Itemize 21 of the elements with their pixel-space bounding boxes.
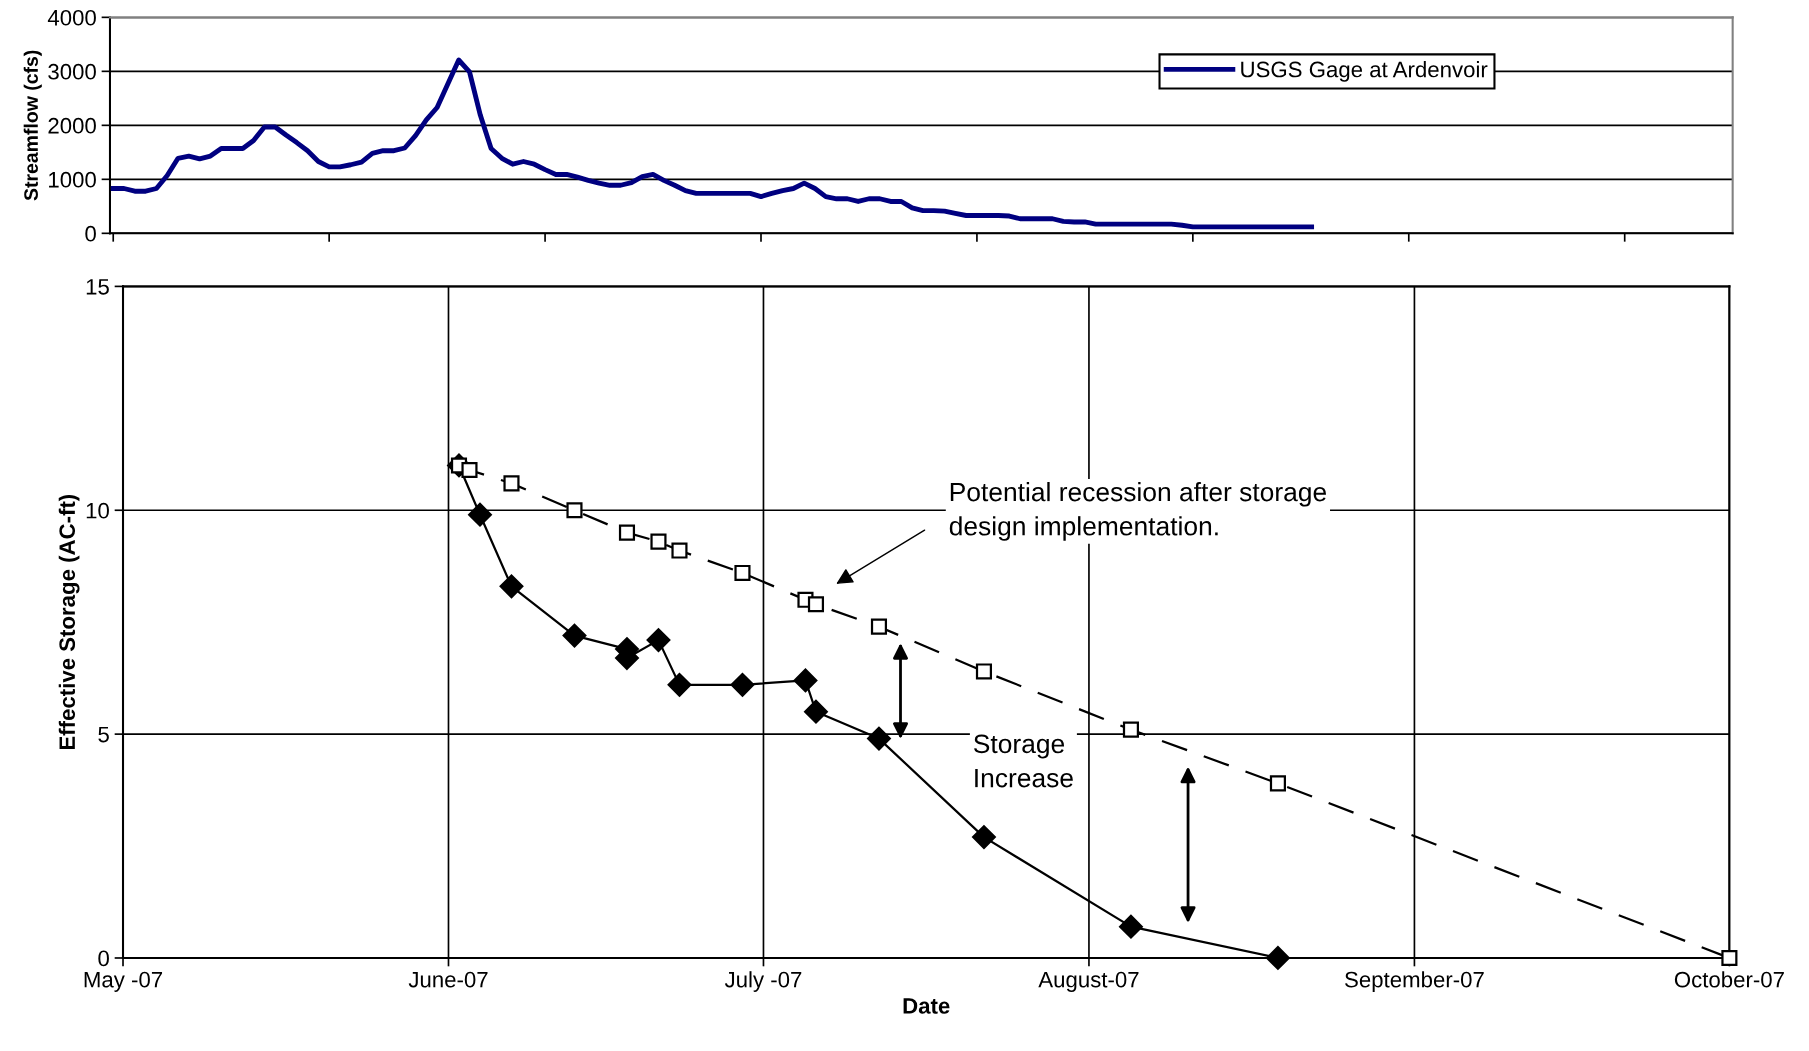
- x-tick-label: September-07: [1345, 971, 1484, 992]
- annotation: Potential recession after storage design implementation.: [949, 482, 1326, 541]
- y-tick-label: 3000: [48, 63, 96, 80]
- y-tick-label: 2000: [48, 117, 96, 134]
- y-tick-label: 1000: [49, 171, 96, 188]
- x-tick-label: June-07: [408, 971, 488, 988]
- y-tick-label: 5: [98, 726, 109, 743]
- annotation: Storage Increase: [973, 734, 1073, 788]
- y-tick-label: 0: [98, 950, 109, 967]
- y-tick-label: 0: [85, 225, 96, 242]
- y-axis-title: Effective Storage (AC-ft): [58, 494, 80, 750]
- y-tick-label: 4000: [47, 9, 96, 26]
- x-tick-label: August-07: [1038, 971, 1139, 992]
- y-axis-title: Streamflow (cfs): [23, 50, 42, 201]
- x-tick-label: May -07: [84, 971, 163, 992]
- x-axis-title: Date: [903, 998, 950, 1014]
- y-tick-label: 10: [86, 502, 109, 519]
- legend-label: USGS Gage at Ardenvoir: [1241, 61, 1488, 82]
- x-tick-label: July -07: [724, 971, 802, 992]
- y-tick-label: 15: [86, 279, 109, 295]
- x-tick-label: October-07: [1674, 971, 1784, 988]
